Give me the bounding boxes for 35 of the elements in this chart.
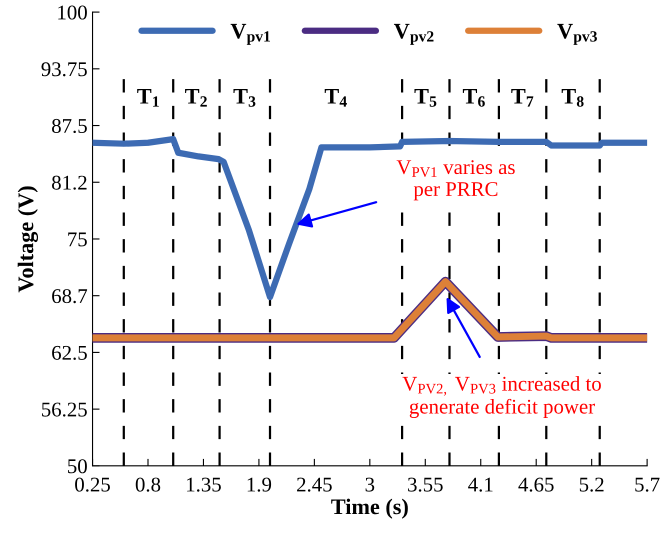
- y-tick-label: 87.5: [52, 118, 87, 134]
- x-tick-label: 3: [366, 478, 374, 492]
- legend-label: V$_{pv3}$: [557, 24, 597, 45]
- y-tick-label: 68.7: [52, 289, 88, 304]
- x-axis-title: Time (s): [331, 498, 408, 519]
- y-tick-label: 81.2: [52, 176, 87, 190]
- annotation: T$_{1}$: [137, 88, 159, 107]
- x-tick-label: 5.2: [580, 478, 604, 492]
- x-tick-label: 0.8: [136, 478, 160, 492]
- y-tick-label: 56.25: [42, 402, 87, 417]
- y-axis-title: Voltage (V): [18, 186, 38, 292]
- annotation: V$_{PV1}$ varies as per PRRC: [396, 160, 515, 200]
- x-tick-label: 0.25: [75, 478, 110, 492]
- annotation: T$_{4}$: [324, 88, 347, 107]
- annotation: T$_{8}$: [562, 88, 584, 107]
- y-tick-label: 100: [58, 5, 87, 20]
- annotation: T$_{2}$: [185, 88, 207, 107]
- y-tick-label: 62.5: [52, 346, 87, 360]
- x-tick-label: 1.9: [248, 478, 272, 492]
- annotation: T$_{7}$: [511, 88, 534, 107]
- annotation: T$_{6}$: [462, 88, 485, 107]
- annotation: T$_{5}$: [414, 88, 436, 107]
- x-tick-label: 2.45: [297, 478, 332, 492]
- legend-label: V$_{pv1}$: [230, 24, 270, 45]
- annotation: V$_{PV2,}$ V$_{PV3}$ increased to generate deficit power: [402, 376, 601, 418]
- x-tick-label: 4.65: [518, 478, 554, 492]
- y-tick-label: 93.75: [41, 62, 87, 76]
- x-tick-label: 4.1: [468, 478, 493, 492]
- legend-label: V$_{pv2}$: [394, 24, 434, 45]
- annotation: T$_{3}$: [233, 88, 256, 107]
- y-tick-label: 50: [68, 459, 87, 474]
- x-tick-label: 1.35: [187, 478, 221, 492]
- x-tick-label: 3.55: [408, 478, 443, 492]
- x-tick-label: 5.7: [635, 478, 660, 492]
- y-tick-label: 75: [68, 232, 87, 246]
